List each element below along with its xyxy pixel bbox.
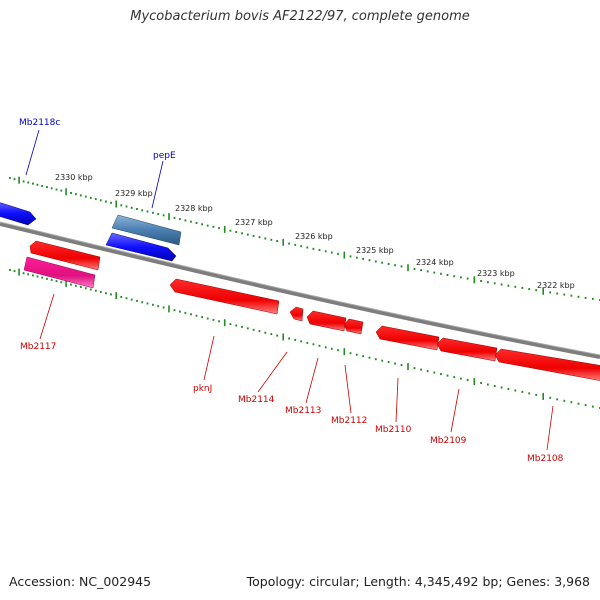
leader-Mb2113 bbox=[305, 357, 319, 404]
forward-strand-genes bbox=[23, 240, 600, 381]
gene-red-forward[interactable] bbox=[29, 240, 101, 271]
gene-pepE[interactable] bbox=[105, 232, 177, 262]
topology-text: Topology: circular; Length: 4,345,492 bp… bbox=[246, 574, 590, 589]
map-title: Mycobacterium bovis AF2122/97, complete … bbox=[130, 9, 470, 24]
leader-Mb2118c bbox=[25, 129, 40, 176]
gene-Mb2109[interactable] bbox=[436, 337, 498, 362]
genome-backbone bbox=[0, 222, 600, 359]
label-leaders bbox=[25, 129, 554, 451]
gene-Mb2117[interactable] bbox=[23, 256, 96, 289]
accession-text: Accession: NC_002945 bbox=[9, 574, 152, 589]
leader-Mb2109 bbox=[450, 388, 460, 433]
label-Mb2118c[interactable]: Mb2118c bbox=[19, 118, 60, 128]
gene-Mb2108[interactable] bbox=[494, 348, 600, 381]
gene-Mb2112[interactable] bbox=[343, 318, 364, 335]
label-Mb2113[interactable]: Mb2113 bbox=[285, 406, 321, 416]
label-pepE[interactable]: pepE bbox=[153, 151, 176, 161]
ruler-label-2329: 2329 kbp bbox=[115, 189, 153, 198]
ruler-label-2327: 2327 kbp bbox=[235, 218, 273, 227]
gene-Mb2110[interactable] bbox=[375, 325, 440, 351]
leader-pepE bbox=[151, 160, 164, 209]
ruler-label-2325: 2325 kbp bbox=[356, 246, 394, 255]
ruler-label-2328: 2328 kbp bbox=[175, 204, 213, 213]
label-Mb2114[interactable]: Mb2114 bbox=[238, 395, 275, 405]
reverse-strand-genes bbox=[0, 201, 182, 262]
gene-labels: Mb2118c pepE Mb2117 pknJ Mb2114 Mb2113 M… bbox=[19, 118, 564, 464]
ruler-label-2330: 2330 kbp bbox=[55, 173, 93, 182]
gene-steelblue-reverse[interactable] bbox=[111, 214, 182, 246]
ruler-label-2323: 2323 kbp bbox=[477, 269, 515, 278]
gene-Mb2114[interactable] bbox=[289, 306, 304, 322]
label-Mb2110[interactable]: Mb2110 bbox=[375, 425, 412, 435]
ruler-labels: 2330 kbp 2329 kbp 2328 kbp 2327 kbp 2326… bbox=[55, 173, 575, 290]
gene-Mb2113[interactable] bbox=[306, 310, 347, 332]
ruler-label-2322: 2322 kbp bbox=[537, 281, 575, 290]
ruler-ticks-inner bbox=[9, 268, 600, 409]
ruler-ticks-outer bbox=[9, 176, 600, 301]
label-Mb2112[interactable]: Mb2112 bbox=[331, 416, 367, 426]
leader-Mb2110 bbox=[395, 377, 399, 423]
label-pknJ[interactable]: pknJ bbox=[193, 384, 212, 394]
label-Mb2108[interactable]: Mb2108 bbox=[527, 454, 564, 464]
gene-pknJ[interactable] bbox=[169, 278, 280, 315]
label-Mb2117[interactable]: Mb2117 bbox=[20, 342, 56, 352]
ruler-label-2324: 2324 kbp bbox=[416, 258, 454, 267]
gene-Mb2118c[interactable] bbox=[0, 201, 37, 226]
ruler-label-2326: 2326 kbp bbox=[295, 232, 333, 241]
leader-Mb2108 bbox=[546, 405, 554, 451]
label-Mb2109[interactable]: Mb2109 bbox=[430, 436, 467, 446]
leader-pknJ bbox=[203, 335, 215, 381]
leader-Mb2114 bbox=[257, 351, 288, 393]
leader-Mb2112 bbox=[344, 364, 352, 414]
leader-Mb2117 bbox=[39, 293, 55, 340]
